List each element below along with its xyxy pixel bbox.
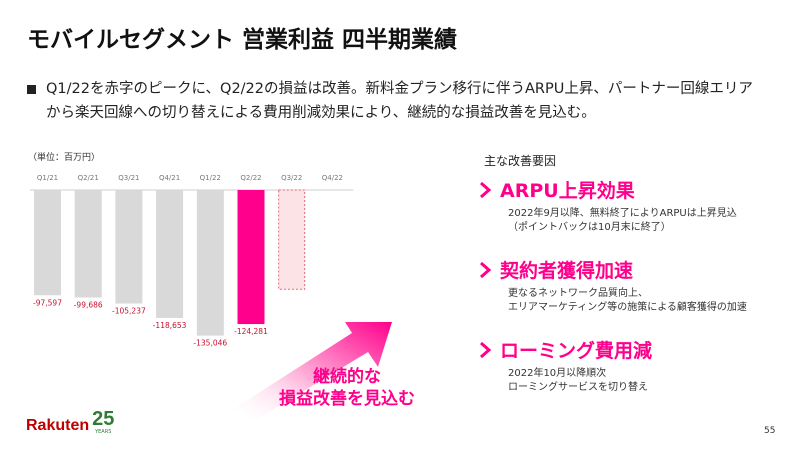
- bar-Q3/21: [115, 190, 143, 304]
- bar-Q2/21: [74, 190, 102, 298]
- driver-desc-line1: 更なるネットワーク品質向上、: [508, 288, 648, 299]
- driver-desc-line2: （ポイントバックは10月末に終了）: [508, 222, 671, 233]
- arrow-caption-line2: 損益改善を見込む: [279, 389, 415, 409]
- drivers-heading: 主な改善要因: [484, 154, 557, 168]
- rakuten-logo: Rakuten 25 YEARS: [26, 408, 115, 435]
- page-number: 55: [764, 426, 776, 436]
- improvement-arrow: [232, 322, 392, 420]
- bar-Q2/22: [237, 190, 265, 325]
- x-tick-label: Q3/22: [281, 174, 302, 182]
- arrow-caption-line1: 継続的な: [313, 367, 381, 387]
- x-tick-label: Q2/21: [78, 174, 99, 182]
- driver-roaming-cost: ローミング費用減 2022年10月以降順次 ローミングサービスを切り替え: [478, 336, 652, 395]
- chevron-right-icon: [480, 341, 492, 358]
- data-label: -105,237: [112, 307, 146, 316]
- bullet-text-line2: から楽天回線への切り替えによる費用削減効果により、継続的な損益改善を見込む。: [46, 105, 596, 121]
- data-label: -124,281: [234, 327, 268, 336]
- x-tick-label: Q4/22: [322, 174, 343, 182]
- bullet-text-line1: Q1/22を赤字のピークに、Q2/22の損益は改善。新料金プラン移行に伴うARP…: [46, 81, 753, 97]
- x-tick-label: Q2/22: [240, 174, 261, 182]
- driver-title: ARPU上昇効果: [500, 180, 635, 202]
- chevron-right-icon: [480, 181, 492, 198]
- chevron-right-icon: [480, 261, 492, 278]
- data-label: -97,597: [33, 298, 62, 307]
- x-tick-label: Q1/21: [37, 174, 58, 182]
- bar-projected-Q3/22: [278, 189, 306, 290]
- driver-desc-line1: 2022年10月以降順次: [508, 368, 607, 379]
- data-label: -118,653: [153, 321, 187, 330]
- logo-years: YEARS: [95, 429, 112, 435]
- driver-title: ローミング費用減: [500, 340, 653, 362]
- arrow-caption: 継続的な 損益改善を見込む: [262, 366, 432, 410]
- driver-title: 契約者獲得加速: [500, 260, 634, 282]
- bar-Q1/21: [34, 190, 61, 296]
- x-tick-label: Q3/21: [118, 174, 139, 182]
- logo-wordmark: Rakuten: [26, 417, 90, 434]
- bar-Q1/22: [196, 190, 224, 336]
- bar-Q4/21: [156, 190, 184, 318]
- driver-subscriber-acquisition: 契約者獲得加速 更なるネットワーク品質向上、 エリアマーケティング等の施策による…: [478, 256, 747, 315]
- unit-label: （単位：百万円）: [28, 153, 101, 163]
- x-tick-label: Q1/22: [200, 174, 221, 182]
- driver-desc-line2: ローミングサービスを切り替え: [508, 382, 648, 393]
- bullet-square-icon: [27, 85, 36, 94]
- data-label: -99,686: [74, 301, 103, 310]
- driver-arpu: ARPU上昇効果 2022年9月以降、無料終了によりARPUは上昇見込 （ポイン…: [478, 176, 737, 235]
- x-tick-label: Q4/21: [159, 174, 180, 182]
- logo-anniversary-number: 25: [92, 408, 115, 430]
- driver-desc-line2: エリアマーケティング等の施策による顧客獲得の加速: [508, 302, 747, 313]
- slide-title: モバイルセグメント 営業利益 四半期業績: [27, 27, 458, 53]
- driver-desc-line1: 2022年9月以降、無料終了によりARPUは上昇見込: [508, 208, 737, 219]
- data-label: -135,046: [193, 339, 227, 348]
